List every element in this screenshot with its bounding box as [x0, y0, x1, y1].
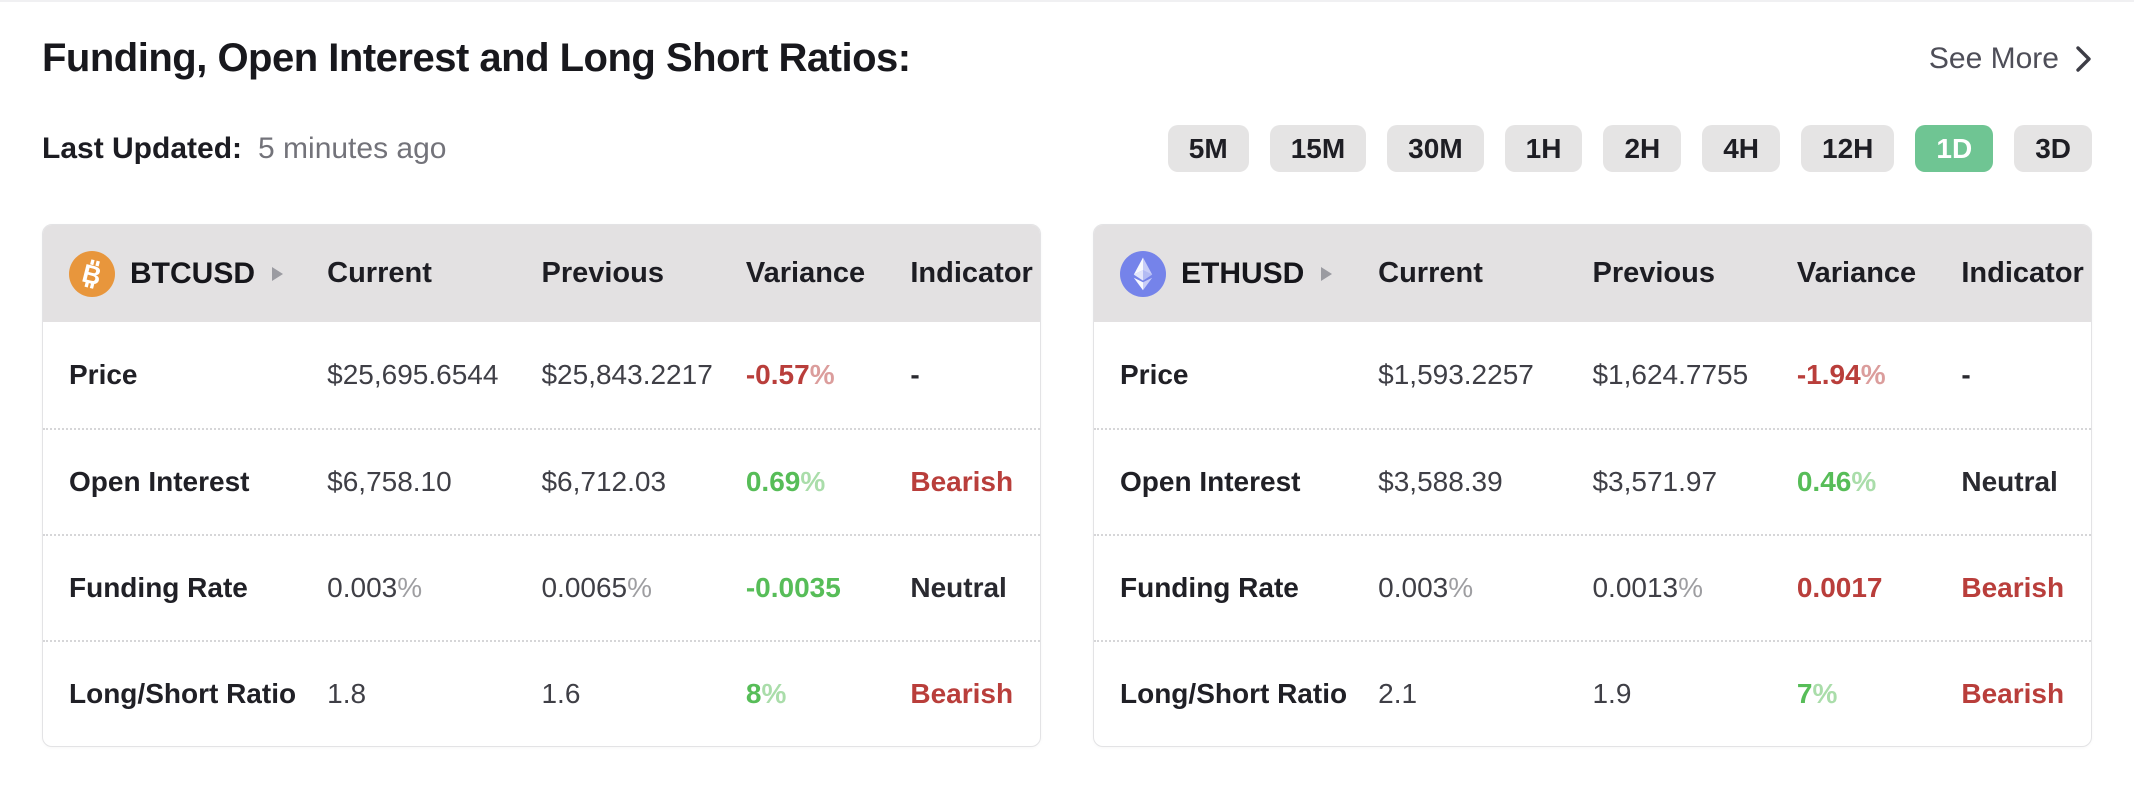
- timeframe-selector: 5M 15M 30M 1H 2H 4H 12H 1D 3D: [1167, 125, 2092, 172]
- btcusd-symbol[interactable]: B BTCUSD: [43, 250, 327, 297]
- current-value: $3,588.39: [1378, 466, 1503, 497]
- variance-value: 7%: [1796, 678, 1838, 709]
- current-value: $1,593.2257: [1378, 359, 1534, 390]
- table-row-price: Price $25,695.6544 $25,843.2217 -0.57% -: [43, 322, 1040, 428]
- current-value: $25,695.6544: [327, 359, 499, 390]
- previous-value: $25,843.2217: [541, 359, 713, 390]
- previous-value: 1.6: [541, 678, 581, 709]
- indicator-value: Bearish: [1961, 572, 2065, 603]
- timeframe-button-1d[interactable]: 1D: [1915, 125, 1994, 172]
- header-row: Funding, Open Interest and Long Short Ra…: [42, 36, 2092, 81]
- symbol-label: ETHUSD: [1181, 256, 1305, 290]
- last-updated: Last Updated: 5 minutes ago: [42, 132, 446, 166]
- column-header-indicator: Indicator: [1961, 257, 2084, 289]
- current-value: 0.003%: [1378, 572, 1474, 603]
- column-header-previous: Previous: [541, 257, 664, 289]
- row-label: Open Interest: [1120, 466, 1301, 497]
- table-row-open-interest: Open Interest $3,588.39 $3,571.97 0.46% …: [1094, 428, 2091, 534]
- ethusd-table-header: ETHUSD Current Previous Variance Indicat…: [1094, 225, 2091, 322]
- timeframe-button-1h[interactable]: 1H: [1504, 125, 1583, 172]
- column-header-previous: Previous: [1592, 257, 1715, 289]
- variance-value: -0.0035: [745, 572, 841, 603]
- table-row-long-short-ratio: Long/Short Ratio 2.1 1.9 7% Bearish: [1094, 640, 2091, 746]
- btcusd-table-header: B BTCUSD Current Previous Variance Indic…: [43, 225, 1040, 322]
- row-label: Funding Rate: [69, 572, 248, 603]
- column-header-variance: Variance: [745, 257, 866, 289]
- indicator-value: -: [1961, 359, 1971, 390]
- row-label: Price: [1120, 359, 1189, 390]
- ethereum-icon: [1120, 250, 1166, 297]
- current-value: 0.003%: [327, 572, 423, 603]
- sub-row: Last Updated: 5 minutes ago 5M 15M 30M 1…: [42, 125, 2092, 172]
- expand-arrow-icon: [1321, 266, 1333, 281]
- row-label: Funding Rate: [1120, 572, 1299, 603]
- current-value: 1.8: [327, 678, 367, 709]
- table-row-open-interest: Open Interest $6,758.10 $6,712.03 0.69% …: [43, 428, 1040, 534]
- table-row-long-short-ratio: Long/Short Ratio 1.8 1.6 8% Bearish: [43, 640, 1040, 746]
- timeframe-button-3d[interactable]: 3D: [2014, 125, 2092, 172]
- row-label: Open Interest: [69, 466, 250, 497]
- variance-value: -1.94%: [1796, 359, 1886, 390]
- page-title: Funding, Open Interest and Long Short Ra…: [42, 36, 911, 80]
- timeframe-button-15m[interactable]: 15M: [1269, 125, 1367, 172]
- last-updated-value: 5 minutes ago: [258, 131, 447, 165]
- expand-arrow-icon: [272, 266, 283, 281]
- indicator-value: Bearish: [910, 678, 1014, 709]
- timeframe-button-30m[interactable]: 30M: [1387, 125, 1484, 172]
- ethusd-symbol[interactable]: ETHUSD: [1094, 250, 1378, 297]
- previous-value: 0.0013%: [1592, 572, 1704, 603]
- indicator-value: Bearish: [910, 466, 1014, 497]
- table-row-funding-rate: Funding Rate 0.003% 0.0065% -0.0035 Neut…: [43, 534, 1040, 640]
- previous-value: 0.0065%: [541, 572, 653, 603]
- ethusd-table: ETHUSD Current Previous Variance Indicat…: [1093, 224, 2092, 747]
- indicator-value: -: [910, 359, 920, 390]
- timeframe-button-12h[interactable]: 12H: [1801, 125, 1895, 172]
- timeframe-button-5m[interactable]: 5M: [1167, 125, 1249, 172]
- variance-value: 0.46%: [1796, 466, 1877, 497]
- row-label: Long/Short Ratio: [69, 678, 297, 709]
- table-row-funding-rate: Funding Rate 0.003% 0.0013% 0.0017 Beari…: [1094, 534, 2091, 640]
- column-header-variance: Variance: [1796, 257, 1917, 289]
- variance-value: 0.69%: [745, 466, 826, 497]
- symbol-label: BTCUSD: [130, 256, 255, 290]
- column-header-current: Current: [327, 257, 432, 289]
- indicator-value: Neutral: [910, 572, 1007, 603]
- column-header-current: Current: [1378, 257, 1483, 289]
- previous-value: $6,712.03: [541, 466, 667, 497]
- column-header-indicator: Indicator: [910, 257, 1033, 289]
- current-value: $6,758.10: [327, 466, 452, 497]
- indicator-value: Neutral: [1961, 466, 2058, 497]
- tables-container: B BTCUSD Current Previous Variance Indic…: [42, 224, 2092, 747]
- last-updated-label: Last Updated:: [42, 131, 243, 165]
- previous-value: $3,571.97: [1592, 466, 1718, 497]
- timeframe-button-4h[interactable]: 4H: [1702, 125, 1781, 172]
- funding-dashboard: Funding, Open Interest and Long Short Ra…: [0, 2, 2134, 747]
- see-more-link[interactable]: See More: [1929, 42, 2092, 76]
- current-value: 2.1: [1378, 678, 1418, 709]
- table-row-price: Price $1,593.2257 $1,624.7755 -1.94% -: [1094, 322, 2091, 428]
- variance-value: -0.57%: [745, 359, 835, 390]
- timeframe-button-2h[interactable]: 2H: [1603, 125, 1682, 172]
- see-more-label: See More: [1928, 41, 2059, 75]
- previous-value: 1.9: [1592, 678, 1632, 709]
- variance-value: 8%: [745, 678, 787, 709]
- previous-value: $1,624.7755: [1592, 359, 1749, 390]
- bitcoin-icon: B: [69, 250, 115, 297]
- btcusd-table: B BTCUSD Current Previous Variance Indic…: [42, 224, 1041, 747]
- row-label: Price: [69, 359, 138, 390]
- indicator-value: Bearish: [1961, 678, 2065, 709]
- row-label: Long/Short Ratio: [1120, 678, 1348, 709]
- chevron-right-icon: [2075, 45, 2092, 73]
- variance-value: 0.0017: [1796, 572, 1883, 603]
